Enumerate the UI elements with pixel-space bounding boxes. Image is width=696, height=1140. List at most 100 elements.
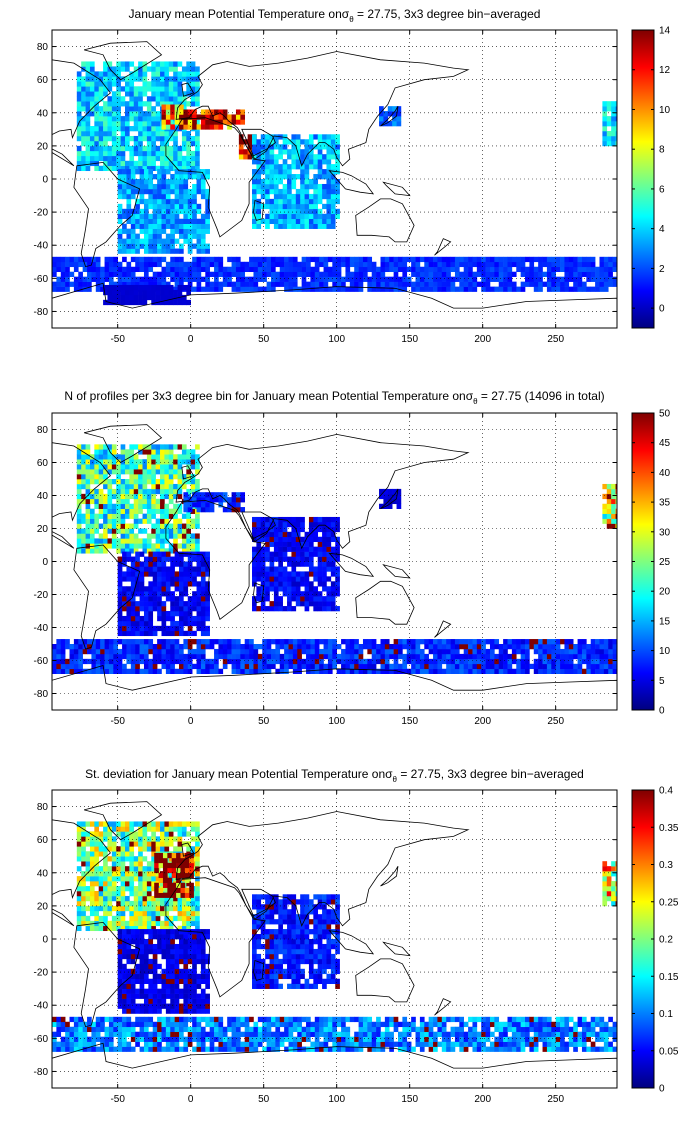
bin-cell — [308, 154, 314, 160]
bin-cell — [111, 91, 117, 97]
bin-cell — [433, 271, 438, 277]
bin-cell — [214, 271, 219, 277]
bin-cell — [138, 905, 143, 912]
bin-cell — [371, 271, 377, 277]
bin-cell — [265, 134, 270, 140]
bin-cell — [151, 106, 156, 112]
bin-cell — [273, 536, 279, 542]
bin-cell — [459, 644, 465, 650]
bin-cell — [179, 228, 184, 234]
bin-cell — [111, 464, 117, 470]
bin-cell — [142, 498, 148, 505]
bin-cell — [152, 243, 158, 249]
bin-cell — [560, 276, 565, 282]
bin-cell — [146, 165, 152, 172]
bin-cell — [98, 116, 104, 122]
bin-cell — [179, 620, 184, 627]
bin-cell — [177, 145, 183, 152]
bin-cell — [322, 596, 327, 602]
bin-cell — [520, 658, 526, 665]
bin-cell — [542, 653, 548, 660]
bin-cell — [124, 116, 130, 122]
bin-cell — [332, 266, 337, 273]
bin-cell — [173, 454, 178, 460]
bin-cell — [157, 243, 162, 249]
bin-cell — [152, 271, 158, 277]
bin-cell — [498, 261, 504, 268]
bin-cell — [160, 925, 165, 932]
bin-cell — [371, 281, 377, 287]
bin-cell — [107, 841, 113, 847]
bin-cell — [78, 663, 83, 670]
bin-cell — [459, 256, 465, 263]
bin-cell — [419, 658, 425, 665]
bin-cell — [151, 464, 156, 470]
bin-cell — [170, 198, 175, 205]
bin-cell — [595, 639, 600, 645]
bin-cell — [87, 281, 92, 287]
bin-cell — [192, 114, 197, 120]
bin-cell — [306, 644, 311, 650]
bin-cell — [113, 261, 118, 268]
bin-cell — [611, 523, 616, 529]
bin-cell — [269, 139, 275, 145]
bin-cell — [520, 266, 526, 273]
bin-cell — [476, 653, 482, 660]
bin-cell — [157, 281, 162, 287]
bin-cell — [148, 281, 154, 287]
bin-cell — [428, 266, 434, 273]
bin-cell — [291, 134, 297, 140]
bin-cell — [525, 281, 530, 287]
bin-cell — [196, 281, 202, 287]
bin-cell — [218, 109, 224, 115]
bin-cell — [335, 208, 340, 215]
bin-cell — [142, 846, 148, 852]
bin-cell — [222, 281, 228, 287]
bin-cell — [187, 243, 193, 249]
bin-cell — [160, 135, 165, 142]
bin-cell — [183, 271, 189, 277]
bin-cell — [292, 663, 298, 670]
bin-cell — [89, 876, 95, 882]
bin-cell — [117, 248, 123, 254]
bin-cell — [69, 271, 75, 277]
bin-cell — [157, 576, 162, 582]
map-panel-3: St. deviation for January mean Potential… — [34, 767, 679, 1105]
bin-cell — [187, 208, 193, 215]
bin-cell — [142, 289, 148, 296]
bin-cell — [498, 276, 504, 282]
bin-cell — [165, 556, 171, 562]
bin-cell — [179, 203, 184, 210]
bin-cell — [555, 668, 561, 674]
bin-cell — [103, 856, 108, 862]
bin-cell — [130, 243, 136, 249]
bin-cell — [142, 538, 148, 544]
bin-cell — [129, 284, 135, 291]
bin-cell — [111, 145, 117, 152]
bin-cell — [459, 668, 465, 674]
bin-cell — [124, 548, 130, 554]
bin-cell — [160, 493, 165, 500]
bin-cell — [135, 668, 140, 674]
bin-cell — [275, 658, 281, 665]
bin-cell — [174, 256, 180, 263]
bin-cell — [192, 208, 197, 215]
bin-cell — [76, 493, 82, 500]
bin-cell — [107, 886, 113, 892]
bin-cell — [98, 76, 104, 82]
bin-cell — [135, 630, 140, 637]
bin-cell — [313, 596, 319, 602]
bin-cell — [146, 454, 152, 460]
bin-cell — [257, 271, 263, 277]
bin-cell — [94, 841, 100, 847]
bin-cell — [76, 130, 82, 137]
bin-cell — [174, 223, 180, 229]
bin-cell — [231, 492, 237, 498]
bin-cell — [76, 528, 82, 534]
bin-cell — [146, 905, 152, 912]
bin-cell — [98, 513, 104, 519]
bin-cell — [107, 528, 113, 534]
bin-cell — [260, 193, 266, 200]
bin-cell — [111, 876, 117, 882]
